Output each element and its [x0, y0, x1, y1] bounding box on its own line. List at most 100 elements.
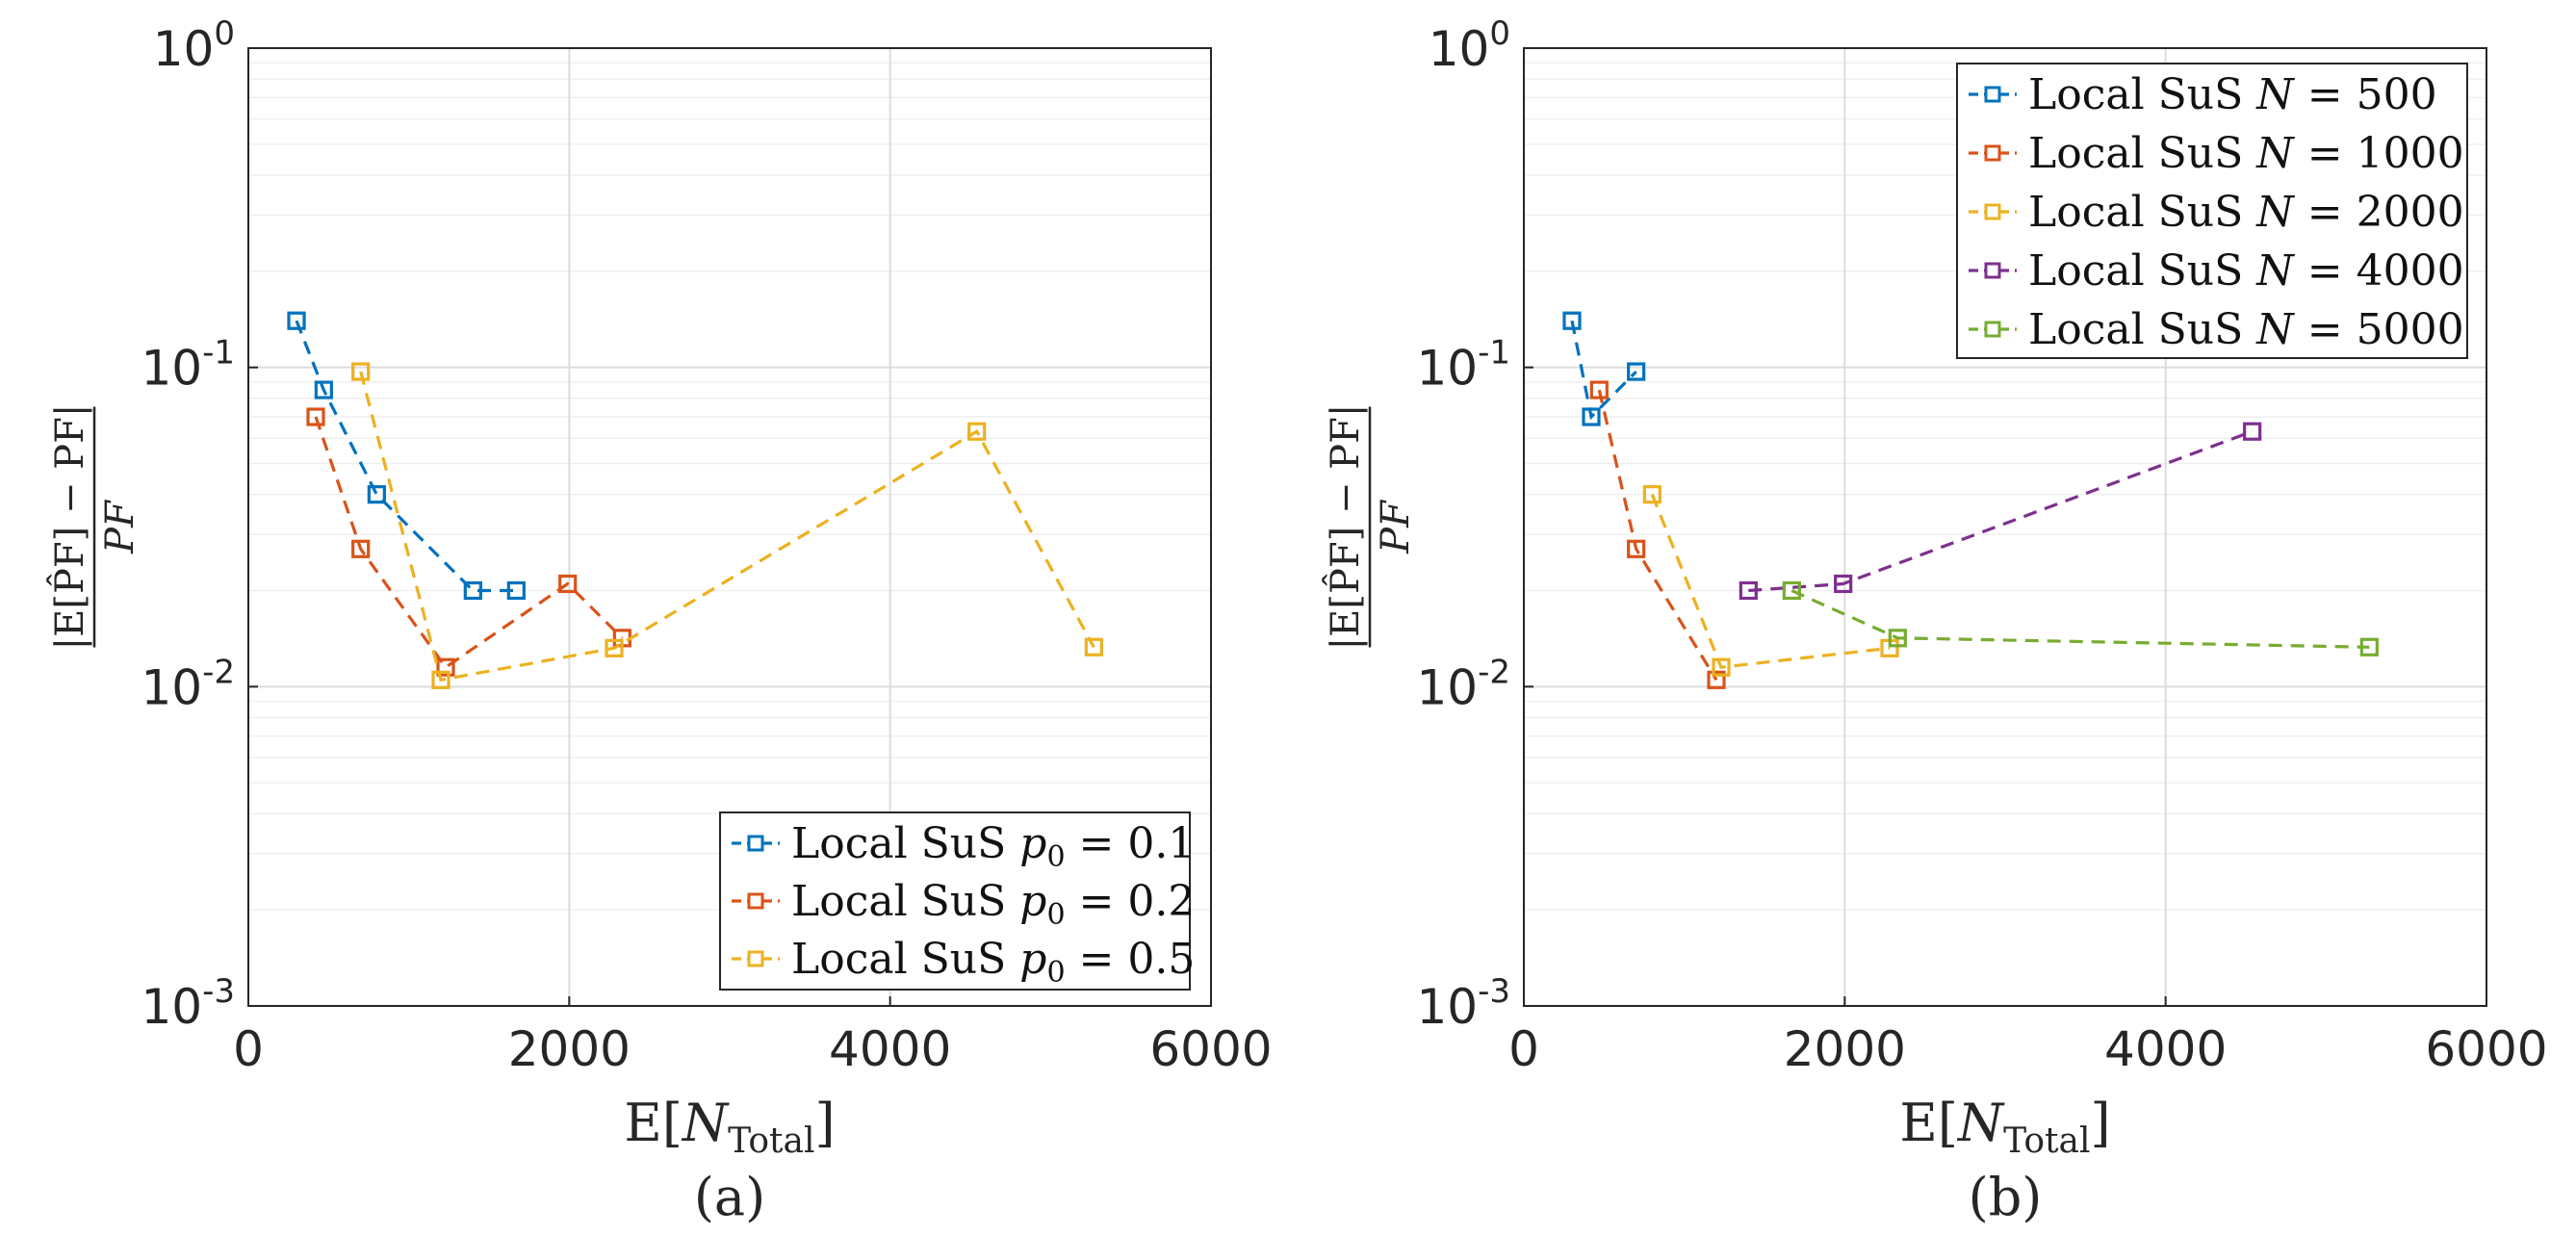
y-tick-label: 100	[1429, 14, 1510, 77]
legend-label-variable: N	[2255, 246, 2295, 296]
legend-swatch-marker	[1984, 144, 2001, 162]
legend-label-value: = 0.2	[1066, 877, 1196, 926]
x-label-head: E[	[1899, 1093, 1958, 1153]
y-tick-exponent: -3	[202, 972, 235, 1011]
legend-swatch-marker	[747, 892, 764, 910]
data-point	[314, 380, 333, 399]
legend: Local SuS N = 500 Local SuS N = 1000 Local…	[1956, 63, 2468, 359]
legend-label: Local SuS p0 = 0.1	[791, 819, 1195, 874]
y-axis-label: |E[P̂F] − PF| PF	[1324, 404, 1418, 651]
legend-label-prefix: Local SuS	[2028, 246, 2256, 296]
legend-label-value: = 2000	[2294, 188, 2464, 237]
x-axis-label: E[NTotal]	[624, 1093, 835, 1161]
y-tick-exponent: -3	[1478, 972, 1510, 1011]
data-point	[2359, 637, 2379, 657]
legend-swatch-marker	[1984, 203, 2001, 220]
data-point	[605, 638, 624, 657]
legend-label-value: = 0.5	[1066, 935, 1196, 984]
series-line	[1570, 320, 1637, 421]
panel-caption: (b)	[1969, 1167, 2043, 1227]
y-tick-label: 10-3	[141, 972, 235, 1035]
data-point	[1562, 311, 1582, 330]
legend-box	[1956, 63, 2468, 359]
panel-caption: (a)	[694, 1167, 765, 1227]
legend-label-variable: N	[2255, 305, 2295, 354]
data-point	[463, 580, 482, 601]
data-point	[506, 580, 526, 601]
series-5	[1782, 580, 2379, 657]
legend-label-variable: N	[2255, 70, 2295, 119]
legend-label-subscript: 0	[1046, 956, 1065, 990]
series-line	[314, 416, 624, 670]
x-label-subscript: Total	[728, 1121, 814, 1161]
data-point	[2243, 422, 2262, 441]
legend-label-variable: p	[1019, 819, 1046, 868]
x-label-subscript: Total	[2003, 1121, 2090, 1161]
legend-item: Local SuS N = 500	[1969, 70, 2437, 119]
axes-box	[247, 47, 1212, 1007]
legend-label: Local SuS N = 5000	[2028, 305, 2464, 354]
legend-label: Local SuS N = 1000	[2028, 129, 2464, 178]
y-tick-label: 10-2	[1416, 653, 1510, 715]
series-1	[1562, 311, 1646, 426]
y-tick-label: 10-1	[1416, 334, 1510, 397]
y-tick-base: 10	[141, 979, 202, 1035]
data-point	[967, 422, 987, 441]
x-tick-label: 2000	[1784, 1021, 1906, 1077]
data-point	[1739, 580, 1758, 601]
y-tick-label: 10-2	[141, 653, 235, 715]
y-tick-label: 10-3	[1416, 972, 1510, 1035]
x-tick-label: 4000	[829, 1021, 951, 1077]
y-tick-exponent: -2	[1478, 653, 1510, 691]
legend-swatch-marker	[1984, 262, 2001, 279]
y-tick-base: 10	[1416, 659, 1478, 715]
series-line	[1597, 389, 1718, 682]
x-tick-label: 6000	[1149, 1021, 1272, 1077]
y-axis-label: |E[P̂F] − PF| PF	[48, 404, 142, 651]
x-tick-label: 6000	[2425, 1021, 2547, 1077]
legend-label-subscript: 0	[1046, 898, 1065, 932]
legend-item: Local SuS p0 = 0.1	[732, 819, 1195, 874]
data-point	[1642, 485, 1662, 504]
legend-label-prefix: Local SuS	[791, 935, 1019, 984]
data-point	[1589, 380, 1609, 399]
x-tick-label: 0	[233, 1021, 264, 1077]
legend-label-value: = 4000	[2294, 246, 2464, 296]
x-tick-label: 2000	[508, 1021, 631, 1077]
legend-item: Local SuS p0 = 0.5	[732, 935, 1195, 990]
y-tick-exponent: -1	[1478, 334, 1510, 373]
x-label-close: ]	[2091, 1093, 2111, 1153]
data-point	[1084, 637, 1103, 657]
data-point	[306, 407, 325, 426]
data-point	[1888, 629, 1907, 648]
legend-label-prefix: Local SuS	[2028, 70, 2256, 119]
legend-item: Local SuS N = 1000	[1969, 129, 2464, 178]
data-point	[1782, 580, 1801, 601]
y-tick-exponent: 0	[214, 14, 235, 53]
series-line	[1790, 589, 2370, 649]
series-4	[1739, 422, 2262, 601]
data-point	[1834, 574, 1853, 594]
legend-swatch-marker	[747, 835, 764, 852]
series-3	[351, 362, 1103, 689]
legend-label-prefix: Local SuS	[2028, 188, 2256, 237]
legend-label-prefix: Local SuS	[791, 819, 1019, 868]
legend-label-variable: p	[1019, 935, 1046, 984]
legend-label: Local SuS p0 = 0.2	[791, 877, 1195, 932]
legend-label-value: = 0.1	[1066, 819, 1196, 868]
legend-label-subscript: 0	[1046, 840, 1065, 874]
legend-label: Local SuS p0 = 0.5	[791, 935, 1195, 990]
y-tick-base: 10	[141, 659, 202, 715]
x-label-variable: N	[1956, 1093, 2005, 1153]
data-point	[558, 574, 578, 594]
legend-label: Local SuS N = 4000	[2028, 246, 2464, 296]
legend-label: Local SuS N = 500	[2028, 70, 2437, 119]
data-point	[367, 485, 386, 504]
data-point	[287, 311, 306, 330]
data-point	[1627, 362, 1646, 381]
y-tick-base: 10	[141, 341, 202, 397]
data-point	[1707, 670, 1726, 689]
data-point	[1582, 407, 1601, 426]
